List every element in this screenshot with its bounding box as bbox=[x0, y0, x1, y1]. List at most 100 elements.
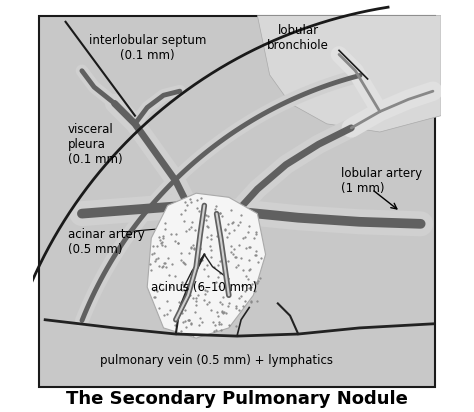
Point bbox=[255, 277, 262, 284]
Point bbox=[189, 242, 197, 249]
Point bbox=[251, 287, 259, 294]
Point bbox=[166, 284, 173, 291]
Point bbox=[159, 241, 166, 248]
Point bbox=[192, 298, 200, 304]
Point bbox=[254, 297, 261, 304]
Point bbox=[149, 243, 156, 250]
Point bbox=[246, 244, 253, 250]
Point bbox=[151, 293, 158, 300]
Point bbox=[174, 239, 182, 246]
Point bbox=[219, 213, 226, 220]
Point bbox=[221, 227, 228, 234]
Point bbox=[188, 321, 195, 328]
Point bbox=[239, 267, 247, 274]
Point bbox=[247, 298, 255, 304]
Point bbox=[216, 235, 224, 241]
Point bbox=[211, 206, 219, 213]
Point bbox=[233, 254, 240, 261]
Point bbox=[187, 281, 195, 287]
Point bbox=[232, 305, 240, 311]
Point bbox=[182, 324, 190, 330]
Point bbox=[185, 316, 192, 323]
Text: lobular
bronchiole: lobular bronchiole bbox=[267, 24, 329, 52]
Point bbox=[223, 279, 230, 285]
Point bbox=[186, 316, 193, 323]
Point bbox=[219, 253, 227, 259]
Point bbox=[171, 322, 179, 328]
Point bbox=[151, 293, 159, 300]
Point bbox=[252, 231, 260, 237]
Point bbox=[205, 299, 212, 305]
Point bbox=[221, 225, 228, 232]
Point bbox=[215, 282, 222, 289]
FancyBboxPatch shape bbox=[39, 16, 435, 387]
Point bbox=[206, 243, 214, 250]
Point bbox=[188, 245, 195, 251]
Point bbox=[227, 206, 235, 213]
Point bbox=[155, 305, 163, 312]
Point bbox=[246, 257, 253, 263]
Point bbox=[219, 301, 226, 308]
Point bbox=[179, 279, 186, 285]
Point bbox=[201, 286, 209, 293]
Point bbox=[244, 276, 251, 283]
Point bbox=[174, 240, 182, 246]
Point bbox=[244, 229, 252, 235]
Point bbox=[219, 293, 227, 300]
Point bbox=[175, 298, 183, 305]
Point bbox=[211, 322, 219, 328]
Point bbox=[251, 252, 259, 258]
Point bbox=[219, 310, 227, 316]
Point bbox=[210, 319, 217, 326]
Point bbox=[252, 252, 260, 259]
Point bbox=[232, 322, 240, 329]
Point bbox=[195, 208, 202, 214]
Point bbox=[183, 283, 191, 290]
Point bbox=[164, 254, 172, 261]
Point bbox=[232, 263, 239, 270]
Point bbox=[237, 212, 245, 218]
Point bbox=[216, 269, 224, 276]
Point bbox=[254, 280, 261, 287]
Point bbox=[253, 229, 260, 236]
Point bbox=[247, 299, 255, 306]
Point bbox=[188, 320, 195, 326]
Point bbox=[235, 295, 242, 301]
Point bbox=[238, 283, 246, 289]
Point bbox=[157, 239, 164, 246]
Point bbox=[237, 255, 245, 261]
Point bbox=[224, 234, 231, 241]
Point bbox=[178, 250, 185, 256]
Point bbox=[246, 266, 254, 273]
Polygon shape bbox=[257, 16, 441, 132]
Point bbox=[147, 267, 155, 274]
Point bbox=[207, 307, 214, 314]
Point bbox=[242, 272, 249, 279]
Point bbox=[193, 205, 201, 212]
Point bbox=[148, 250, 156, 257]
Point bbox=[230, 246, 238, 252]
Point bbox=[192, 302, 200, 308]
Point bbox=[197, 256, 204, 262]
Text: acinar artery
(0.5 mm): acinar artery (0.5 mm) bbox=[68, 228, 145, 256]
Point bbox=[232, 302, 239, 309]
Point bbox=[160, 259, 167, 266]
Point bbox=[167, 231, 175, 238]
Point bbox=[178, 281, 186, 288]
Point bbox=[150, 250, 158, 256]
Point bbox=[162, 225, 169, 232]
Polygon shape bbox=[147, 193, 265, 338]
Point bbox=[151, 258, 159, 265]
Point bbox=[218, 321, 225, 328]
Point bbox=[187, 244, 194, 250]
Point bbox=[152, 255, 159, 262]
Text: interlobular septum
(0.1 mm): interlobular septum (0.1 mm) bbox=[89, 34, 206, 62]
Point bbox=[241, 298, 248, 304]
Point bbox=[156, 236, 164, 243]
Point bbox=[218, 308, 226, 314]
Point bbox=[187, 223, 195, 230]
Point bbox=[185, 226, 193, 233]
Point bbox=[159, 263, 167, 269]
Point bbox=[241, 288, 248, 295]
Point bbox=[220, 309, 228, 315]
